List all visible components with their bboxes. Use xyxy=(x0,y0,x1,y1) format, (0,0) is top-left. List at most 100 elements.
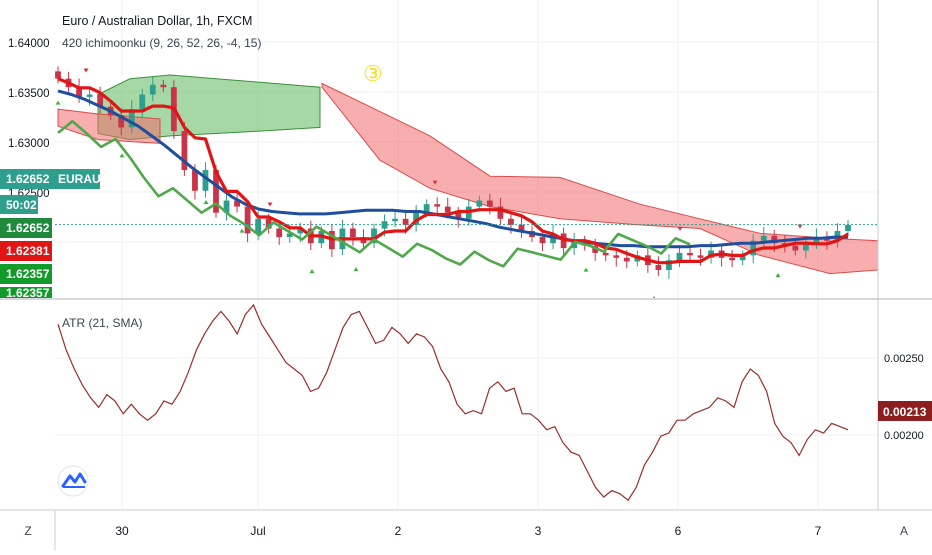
candle xyxy=(139,94,146,110)
candle xyxy=(623,257,630,262)
buy-arrow xyxy=(119,153,125,158)
x-tick-label: 30 xyxy=(115,524,129,538)
candle xyxy=(118,115,125,128)
candle xyxy=(771,235,778,244)
buy-arrow xyxy=(353,267,359,272)
ichimoku-layer xyxy=(55,66,878,298)
sell-arrow xyxy=(432,180,438,185)
buy-arrow xyxy=(55,100,61,105)
x-tick-label: 3 xyxy=(535,524,542,538)
price-badge-repeat: 1.62652 xyxy=(6,221,50,235)
bar-countdown: 50:02 xyxy=(6,198,37,212)
candle xyxy=(697,255,704,258)
candle xyxy=(276,228,283,238)
candle xyxy=(234,200,240,207)
candle xyxy=(434,204,441,207)
candle xyxy=(539,237,546,244)
y-tick-label: 1.63000 xyxy=(8,138,50,150)
candle xyxy=(687,252,693,256)
x-tick-label: 7 xyxy=(815,524,822,538)
candle xyxy=(86,94,93,97)
candle xyxy=(518,224,525,231)
candle xyxy=(676,252,683,261)
kijun-sen-line xyxy=(57,89,848,249)
buy-arrow xyxy=(775,273,781,278)
candle xyxy=(76,87,82,97)
candle xyxy=(655,265,662,270)
candle xyxy=(666,260,672,270)
candle xyxy=(392,218,398,222)
sell-arrow xyxy=(267,202,273,207)
candle xyxy=(371,228,377,244)
candle xyxy=(760,235,767,241)
signal-arrows xyxy=(55,68,803,298)
sell-arrow xyxy=(797,224,803,229)
candle xyxy=(223,200,230,213)
candle xyxy=(792,245,799,251)
candle xyxy=(213,170,219,213)
candle xyxy=(255,218,262,234)
atr-line xyxy=(57,303,849,502)
atr-y-tick: 0.00200 xyxy=(884,430,924,442)
tenkan-price-badge: 1.62381 xyxy=(6,244,50,258)
candle xyxy=(602,252,609,256)
indicator-legend: 420 ichimoonku (9, 26, 52, 26, -4, 15) xyxy=(62,36,261,50)
buy-arrow xyxy=(583,267,589,272)
sell-arrow xyxy=(677,226,683,231)
candle xyxy=(297,228,304,234)
x-tick-label: 6 xyxy=(675,524,682,538)
chikou-span-line xyxy=(57,120,691,268)
auto-scale-button[interactable]: A xyxy=(900,524,908,538)
candle xyxy=(286,233,293,238)
candle xyxy=(265,218,272,229)
atr-last-value-badge: 0.00213 xyxy=(883,405,927,419)
candle xyxy=(497,206,504,219)
candle xyxy=(729,257,736,261)
bearish-cloud xyxy=(321,82,878,275)
annotation-marker: ③ xyxy=(363,61,383,86)
candle xyxy=(149,84,156,95)
sell-arrow xyxy=(83,68,89,73)
candle xyxy=(813,237,820,244)
x-tick-label: 2 xyxy=(395,524,402,538)
candle xyxy=(845,224,851,231)
atr-price-axis: 0.00250 0.00200 xyxy=(884,353,924,442)
chart-title: Euro / Australian Dollar, 1h, FXCM xyxy=(62,14,252,28)
candle xyxy=(192,170,198,191)
buy-arrow xyxy=(309,269,315,274)
candle xyxy=(160,84,167,88)
zoom-toggle-button[interactable]: Z xyxy=(24,524,31,538)
cut-price-badge: 1.62357 xyxy=(6,286,50,300)
chikou-price-badge: 1.62357 xyxy=(6,267,50,281)
x-tick-label: Jul xyxy=(250,524,265,538)
candle xyxy=(244,206,251,234)
symbol-badge: EURAUD xyxy=(58,172,110,186)
tradingview-logo-icon[interactable] xyxy=(57,465,89,497)
candle xyxy=(613,255,620,258)
candle xyxy=(55,71,61,79)
candle xyxy=(486,200,493,207)
price-badges: 1.62652 EURAUD 50:02 1.62652 1.62381 1.6… xyxy=(0,169,110,300)
candle xyxy=(202,170,209,191)
candle xyxy=(423,204,430,213)
y-tick-label: 1.64000 xyxy=(8,38,50,50)
atr-layer xyxy=(57,303,849,502)
ichimoku-lines xyxy=(57,77,849,268)
y-tick-label: 1.63500 xyxy=(8,88,50,100)
candle xyxy=(181,131,188,171)
buy-arrow xyxy=(239,228,245,233)
candle xyxy=(476,200,483,207)
tenkan-sen-line xyxy=(57,77,849,265)
buy-arrow xyxy=(203,200,209,205)
candle xyxy=(350,228,356,238)
time-axis: 30 Jul 2 3 6 7 xyxy=(115,524,821,538)
candle xyxy=(508,218,514,225)
candle xyxy=(802,243,809,251)
candle xyxy=(97,94,104,107)
candle xyxy=(739,255,746,261)
buy-arrow xyxy=(652,295,656,298)
candle xyxy=(128,109,135,128)
candle xyxy=(750,240,757,256)
